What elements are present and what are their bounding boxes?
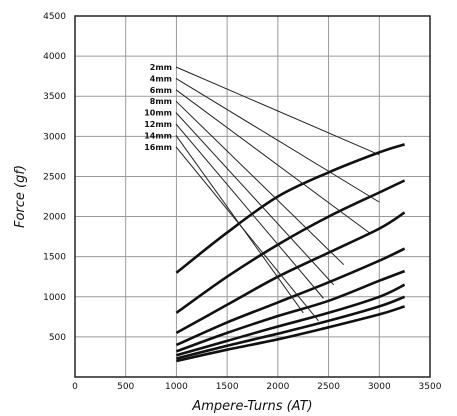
series-label-14mm: 14mm (144, 131, 172, 140)
leader-line-2mm (175, 66, 380, 156)
y-tick-label: 4500 (43, 12, 66, 22)
leader-line-16mm (175, 146, 319, 322)
y-tick-label: 2500 (43, 172, 66, 182)
series-label-10mm: 10mm (144, 109, 172, 118)
x-tick-label: 1000 (165, 382, 188, 392)
x-tick-label: 2500 (317, 382, 340, 392)
x-tick-label: 1500 (216, 382, 239, 392)
series-line-6mm (175, 211, 406, 335)
series-label-2mm: 2mm (150, 63, 172, 72)
leader-line-12mm (175, 123, 324, 299)
leader-line-6mm (175, 89, 370, 234)
series-line-2mm (175, 143, 405, 274)
tick-labels: 0 500 1000 1500 2000 2500 3000 3500 500 1000 1500 2… (43, 12, 442, 392)
y-tick-label: 2000 (43, 213, 66, 223)
series-line-4mm (175, 179, 406, 314)
series-labels: 2mm 4mm 6mm 8mm 10mm 12mm 14mm 16mm (144, 63, 172, 152)
y-tick-label: 3500 (43, 92, 66, 102)
x-tick-label: 2000 (266, 382, 289, 392)
y-tick-label: 1000 (43, 293, 66, 303)
grid (75, 16, 430, 377)
y-axis-title: Force (gf) (13, 165, 28, 228)
y-tick-label: 1500 (43, 253, 66, 263)
series-label-16mm: 16mm (144, 143, 172, 152)
series-label-4mm: 4mm (150, 74, 172, 83)
series-line-10mm (175, 269, 406, 353)
x-axis-title: Ampere-Turns (AT) (191, 399, 312, 414)
series-label-8mm: 8mm (150, 97, 172, 106)
y-tick-label: 500 (49, 333, 66, 343)
series-lines (175, 143, 406, 363)
series-line-8mm (175, 247, 406, 347)
x-tick-label: 0 (72, 382, 78, 392)
leader-line-10mm (175, 112, 335, 286)
series-label-6mm: 6mm (150, 86, 172, 95)
series-line-12mm (176, 283, 406, 357)
label-leader-lines (175, 66, 380, 322)
series-line-16mm (176, 305, 405, 363)
x-tick-label: 500 (117, 382, 134, 392)
series-line-14mm (176, 295, 406, 360)
y-tick-label: 4000 (43, 52, 66, 62)
leader-line-8mm (175, 100, 345, 266)
plot-frame (74, 15, 431, 378)
x-tick-label: 3000 (368, 382, 391, 392)
x-tick-label: 3500 (419, 382, 442, 392)
series-label-12mm: 12mm (144, 120, 172, 129)
y-tick-label: 3000 (43, 132, 66, 142)
leader-line-4mm (175, 77, 380, 203)
